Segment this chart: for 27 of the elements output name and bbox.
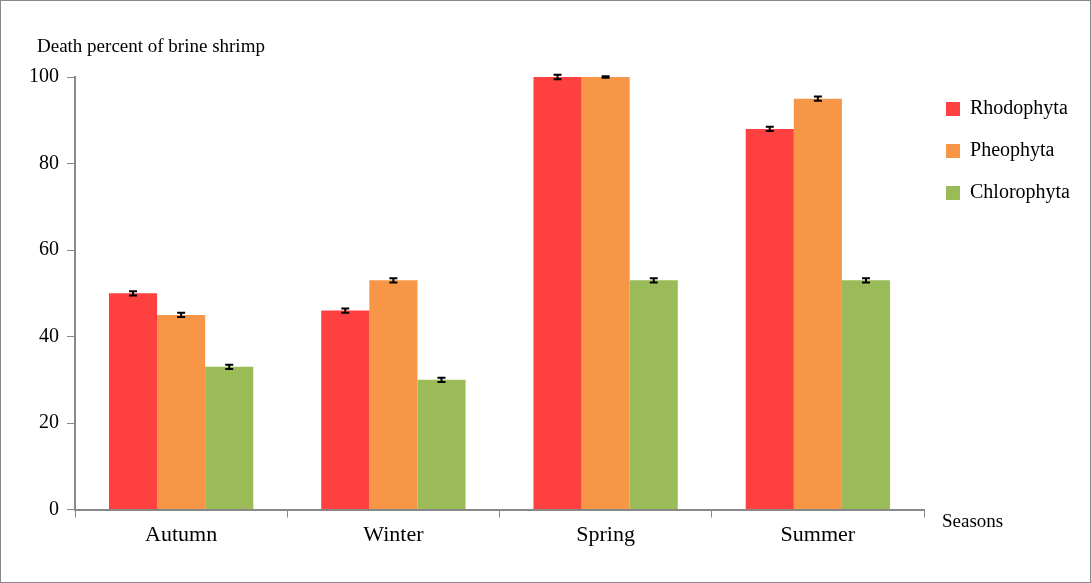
bar	[157, 314, 206, 510]
bar	[793, 98, 842, 510]
y-tick-label: 20	[39, 410, 59, 433]
bar	[369, 280, 418, 510]
x-axis-title: Seasons	[942, 509, 1004, 531]
x-tick-label: Winter	[363, 520, 425, 546]
bar	[533, 77, 582, 510]
bar	[205, 366, 254, 510]
y-tick-label: 100	[29, 64, 59, 87]
bar	[841, 280, 891, 510]
bar	[108, 293, 158, 510]
y-tick-label: 0	[49, 496, 59, 519]
legend-label: Rhodophyta	[970, 96, 1068, 120]
x-tick-label: Summer	[780, 520, 856, 546]
legend-label: Chlorophyta	[970, 180, 1071, 204]
bar	[321, 310, 370, 510]
y-tick-label: 80	[39, 150, 59, 173]
bar	[581, 77, 630, 510]
bar	[417, 379, 466, 510]
y-tick-label: 40	[39, 323, 59, 346]
bar	[629, 280, 678, 510]
bar	[745, 128, 794, 510]
y-axis-title: Death percent of brine shrimp	[37, 35, 265, 57]
legend-label: Pheophyta	[970, 138, 1055, 162]
y-tick-label: 60	[39, 237, 59, 260]
x-tick-label: Autumn	[145, 520, 218, 546]
x-tick-label: Spring	[576, 520, 635, 546]
